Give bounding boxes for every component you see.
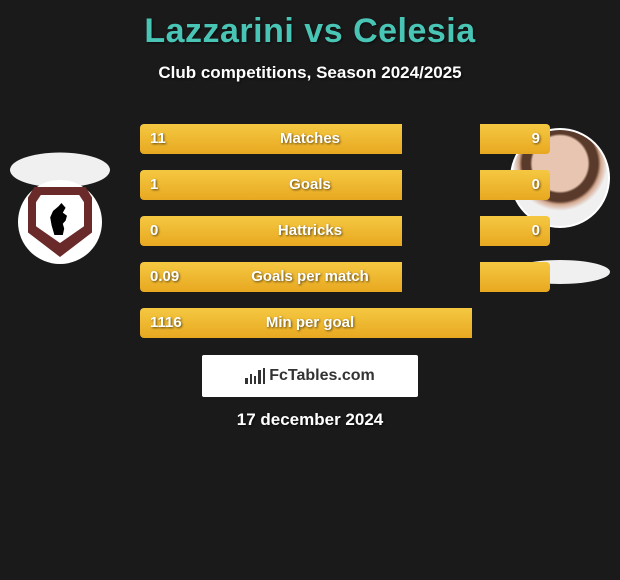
player2-name: Celesia [353,12,476,50]
stat-row: 10Goals [140,170,480,200]
stats-bars: 119Matches 10Goals 00Hattricks 0.09Goals pe… [140,124,480,354]
stat-label: Goals per match [140,262,480,292]
horse-icon [46,203,74,235]
stat-label: Matches [140,124,480,154]
player1-club-badge [18,180,102,264]
stat-value-right: 9 [532,124,540,154]
bars-icon [245,368,265,384]
brand-box[interactable]: FcTables.com [202,355,418,397]
vs-text: vs [304,12,343,50]
stat-row: 00Hattricks [140,216,480,246]
stat-row: 1116Min per goal [140,308,480,338]
stat-value-right: 0 [532,170,540,200]
stat-row: 119Matches [140,124,480,154]
stat-bar-right [480,262,550,292]
date-text: 17 december 2024 [0,410,620,430]
stat-label: Min per goal [140,308,480,338]
stat-row: 0.09Goals per match [140,262,480,292]
player1-name: Lazzarini [144,12,294,50]
stat-label: Goals [140,170,480,200]
stat-value-right: 0 [532,216,540,246]
subtitle: Club competitions, Season 2024/2025 [0,63,620,83]
comparison-title: Lazzarini vs Celesia [0,0,620,51]
brand-text: FcTables.com [269,367,375,385]
stat-label: Hattricks [140,216,480,246]
